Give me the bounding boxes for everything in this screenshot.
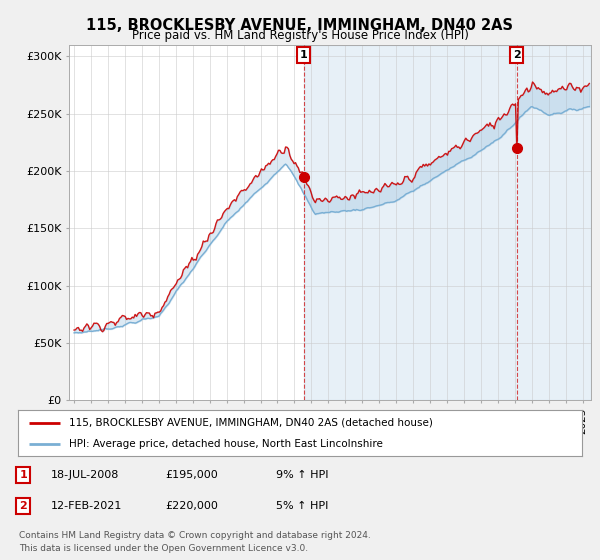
Bar: [304, 45, 591, 400]
Text: Price paid vs. HM Land Registry's House Price Index (HPI): Price paid vs. HM Land Registry's House …: [131, 29, 469, 42]
Text: Contains HM Land Registry data © Crown copyright and database right 2024.
This d: Contains HM Land Registry data © Crown c…: [19, 531, 371, 553]
Text: 115, BROCKLESBY AVENUE, IMMINGHAM, DN40 2AS (detached house): 115, BROCKLESBY AVENUE, IMMINGHAM, DN40 …: [69, 418, 433, 428]
Text: 9% ↑ HPI: 9% ↑ HPI: [276, 470, 329, 480]
Text: 1: 1: [299, 50, 307, 60]
Text: £195,000: £195,000: [165, 470, 218, 480]
Text: 18-JUL-2008: 18-JUL-2008: [51, 470, 119, 480]
Text: 5% ↑ HPI: 5% ↑ HPI: [276, 501, 328, 511]
Text: 115, BROCKLESBY AVENUE, IMMINGHAM, DN40 2AS: 115, BROCKLESBY AVENUE, IMMINGHAM, DN40 …: [86, 18, 514, 33]
Text: 2: 2: [19, 501, 27, 511]
Text: HPI: Average price, detached house, North East Lincolnshire: HPI: Average price, detached house, Nort…: [69, 439, 383, 449]
Text: 12-FEB-2021: 12-FEB-2021: [51, 501, 122, 511]
Text: 1: 1: [19, 470, 27, 480]
Text: 2: 2: [513, 50, 521, 60]
Text: £220,000: £220,000: [165, 501, 218, 511]
